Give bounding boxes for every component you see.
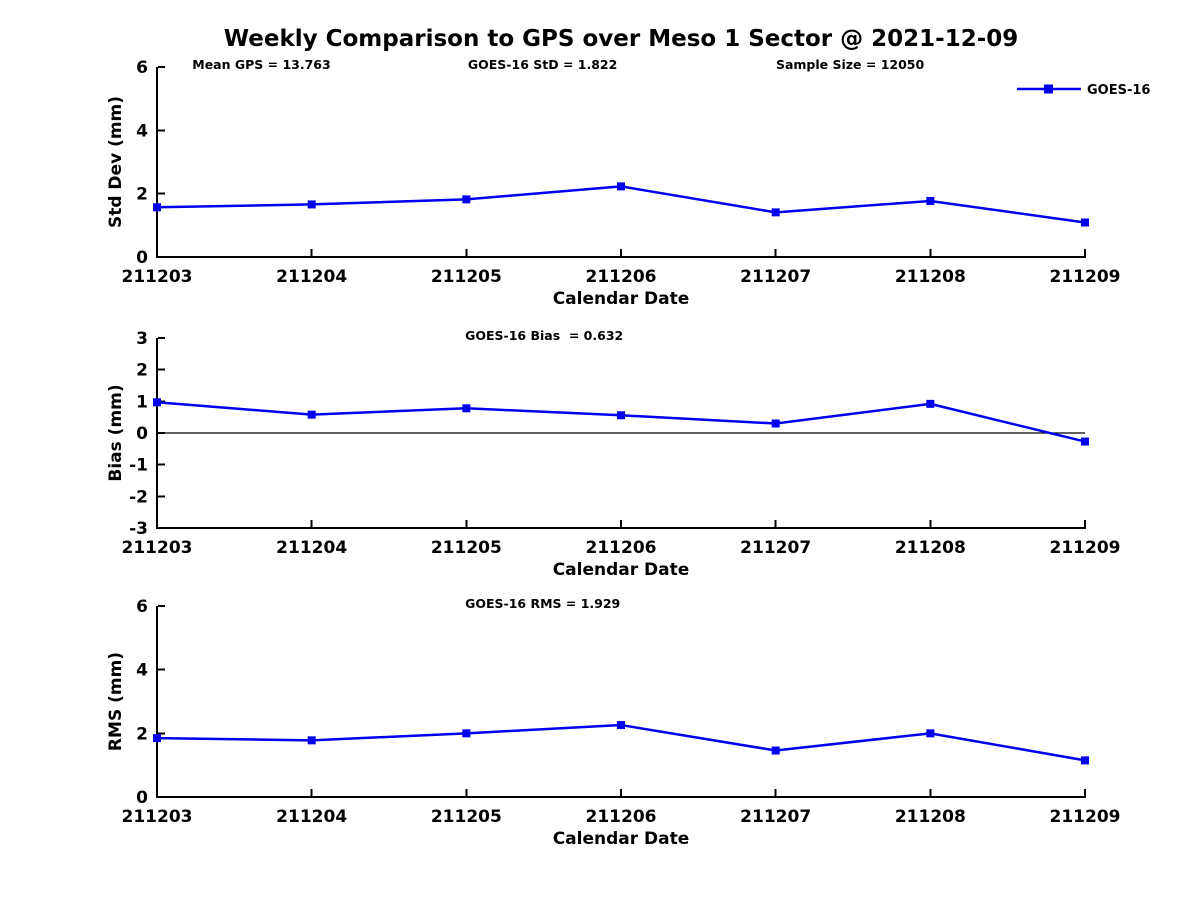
y-tick-label: 2: [136, 361, 148, 381]
y-tick-label: 2: [136, 724, 148, 744]
x-tick-label: 211205: [431, 267, 502, 287]
series-marker: [617, 182, 625, 191]
subplot-rms: 211203 211204 211205 211206 211207 211208 2112…: [106, 596, 1120, 849]
x-tick-label: 211209: [1050, 267, 1121, 287]
y-ticks: 0 2 4 6: [136, 597, 165, 808]
annotation-rms: GOES-16 RMS = 1.929: [465, 596, 620, 611]
series-line-GOES-16: [156, 723, 1086, 762]
y-tick-label: 6: [136, 58, 148, 78]
y-tick-label: 0: [136, 788, 148, 808]
y-tick-label: 0: [136, 424, 148, 444]
y-tick-label: 1: [136, 392, 148, 412]
x-tick-label: 211207: [740, 267, 811, 287]
annotation-bias: GOES-16 Bias = 0.632: [465, 328, 623, 343]
series-marker: [1081, 218, 1089, 227]
legend: GOES-16: [1017, 83, 1150, 98]
x-tick-label: 211209: [1050, 538, 1121, 558]
axes-spines: [156, 606, 1086, 798]
x-ticks: 211203 211204 211205 211206 211207 211208 2112…: [122, 520, 1121, 558]
x-axis-label: Calendar Date: [553, 829, 690, 849]
series-marker: [153, 398, 161, 407]
series-marker: [307, 200, 316, 209]
series-marker: [926, 196, 935, 205]
x-tick-label: 211208: [895, 807, 966, 827]
x-tick-label: 211205: [431, 807, 502, 827]
y-tick-label: 3: [136, 329, 148, 349]
series-marker: [462, 404, 471, 413]
y-tick-label: -1: [129, 456, 148, 476]
subplot-std-dev: 211203 211204 211205 211206 211207 211208 2112…: [106, 57, 1150, 309]
series-marker: [1081, 437, 1089, 446]
y-tick-label: -3: [129, 519, 148, 539]
axes-spines: [156, 67, 1086, 258]
x-tick-label: 211207: [740, 807, 811, 827]
series-marker: [462, 195, 471, 204]
x-tick-label: 211206: [586, 538, 657, 558]
annotation-std-dev: Sample Size = 12050: [776, 57, 925, 72]
series-marker: [307, 410, 316, 419]
series-marker: [153, 203, 161, 212]
y-axis-label: RMS (mm): [106, 652, 126, 751]
x-tick-label: 211204: [276, 807, 347, 827]
series-marker: [462, 729, 471, 738]
series-marker: [153, 734, 161, 743]
y-tick-label: -2: [129, 487, 148, 507]
chart-title: Weekly Comparison to GPS over Meso 1 Sec…: [223, 26, 1019, 52]
series-line-GOES-16: [156, 401, 1086, 443]
y-tick-label: 0: [136, 248, 148, 268]
x-tick-label: 211206: [586, 807, 657, 827]
x-ticks: 211203 211204 211205 211206 211207 211208 2112…: [122, 789, 1121, 827]
legend-label: GOES-16: [1087, 83, 1150, 98]
x-tick-label: 211204: [276, 538, 347, 558]
y-tick-label: 4: [136, 661, 148, 681]
x-axis-label: Calendar Date: [553, 289, 690, 309]
series-marker: [926, 399, 935, 408]
series-marker: [617, 411, 625, 420]
y-ticks: -3 -2 -1 0 1 2 3: [129, 329, 165, 539]
x-tick-label: 211207: [740, 538, 811, 558]
annotation-std-dev: Mean GPS = 13.763: [192, 57, 330, 72]
x-axis-label: Calendar Date: [553, 560, 690, 580]
y-tick-label: 2: [136, 185, 148, 205]
series-marker: [771, 419, 780, 428]
x-tick-label: 211206: [586, 267, 657, 287]
series-marker: [926, 729, 935, 738]
series-marker: [617, 721, 625, 730]
x-tick-label: 211204: [276, 267, 347, 287]
x-tick-label: 211203: [122, 538, 193, 558]
series-marker: [771, 208, 780, 217]
series-line-GOES-16: [156, 185, 1086, 224]
series-marker: [1081, 756, 1089, 765]
subplot-bias: 211203 211204 211205 211206 211207 211208 2112…: [106, 328, 1120, 580]
y-tick-label: 4: [136, 121, 148, 141]
x-tick-label: 211205: [431, 538, 502, 558]
y-axis-label: Std Dev (mm): [106, 96, 126, 228]
x-tick-label: 211209: [1050, 807, 1121, 827]
series-marker: [307, 736, 316, 745]
series-marker: [771, 746, 780, 755]
x-tick-label: 211203: [122, 807, 193, 827]
y-axis-label: Bias (mm): [106, 384, 126, 481]
y-tick-label: 6: [136, 597, 148, 617]
x-ticks: 211203 211204 211205 211206 211207 211208 2112…: [122, 249, 1121, 287]
annotation-std-dev: GOES-16 StD = 1.822: [468, 57, 617, 72]
x-tick-label: 211208: [895, 267, 966, 287]
y-ticks: 0 2 4 6: [136, 58, 165, 268]
x-tick-label: 211208: [895, 538, 966, 558]
x-tick-label: 211203: [122, 267, 193, 287]
legend-marker: [1044, 84, 1053, 94]
